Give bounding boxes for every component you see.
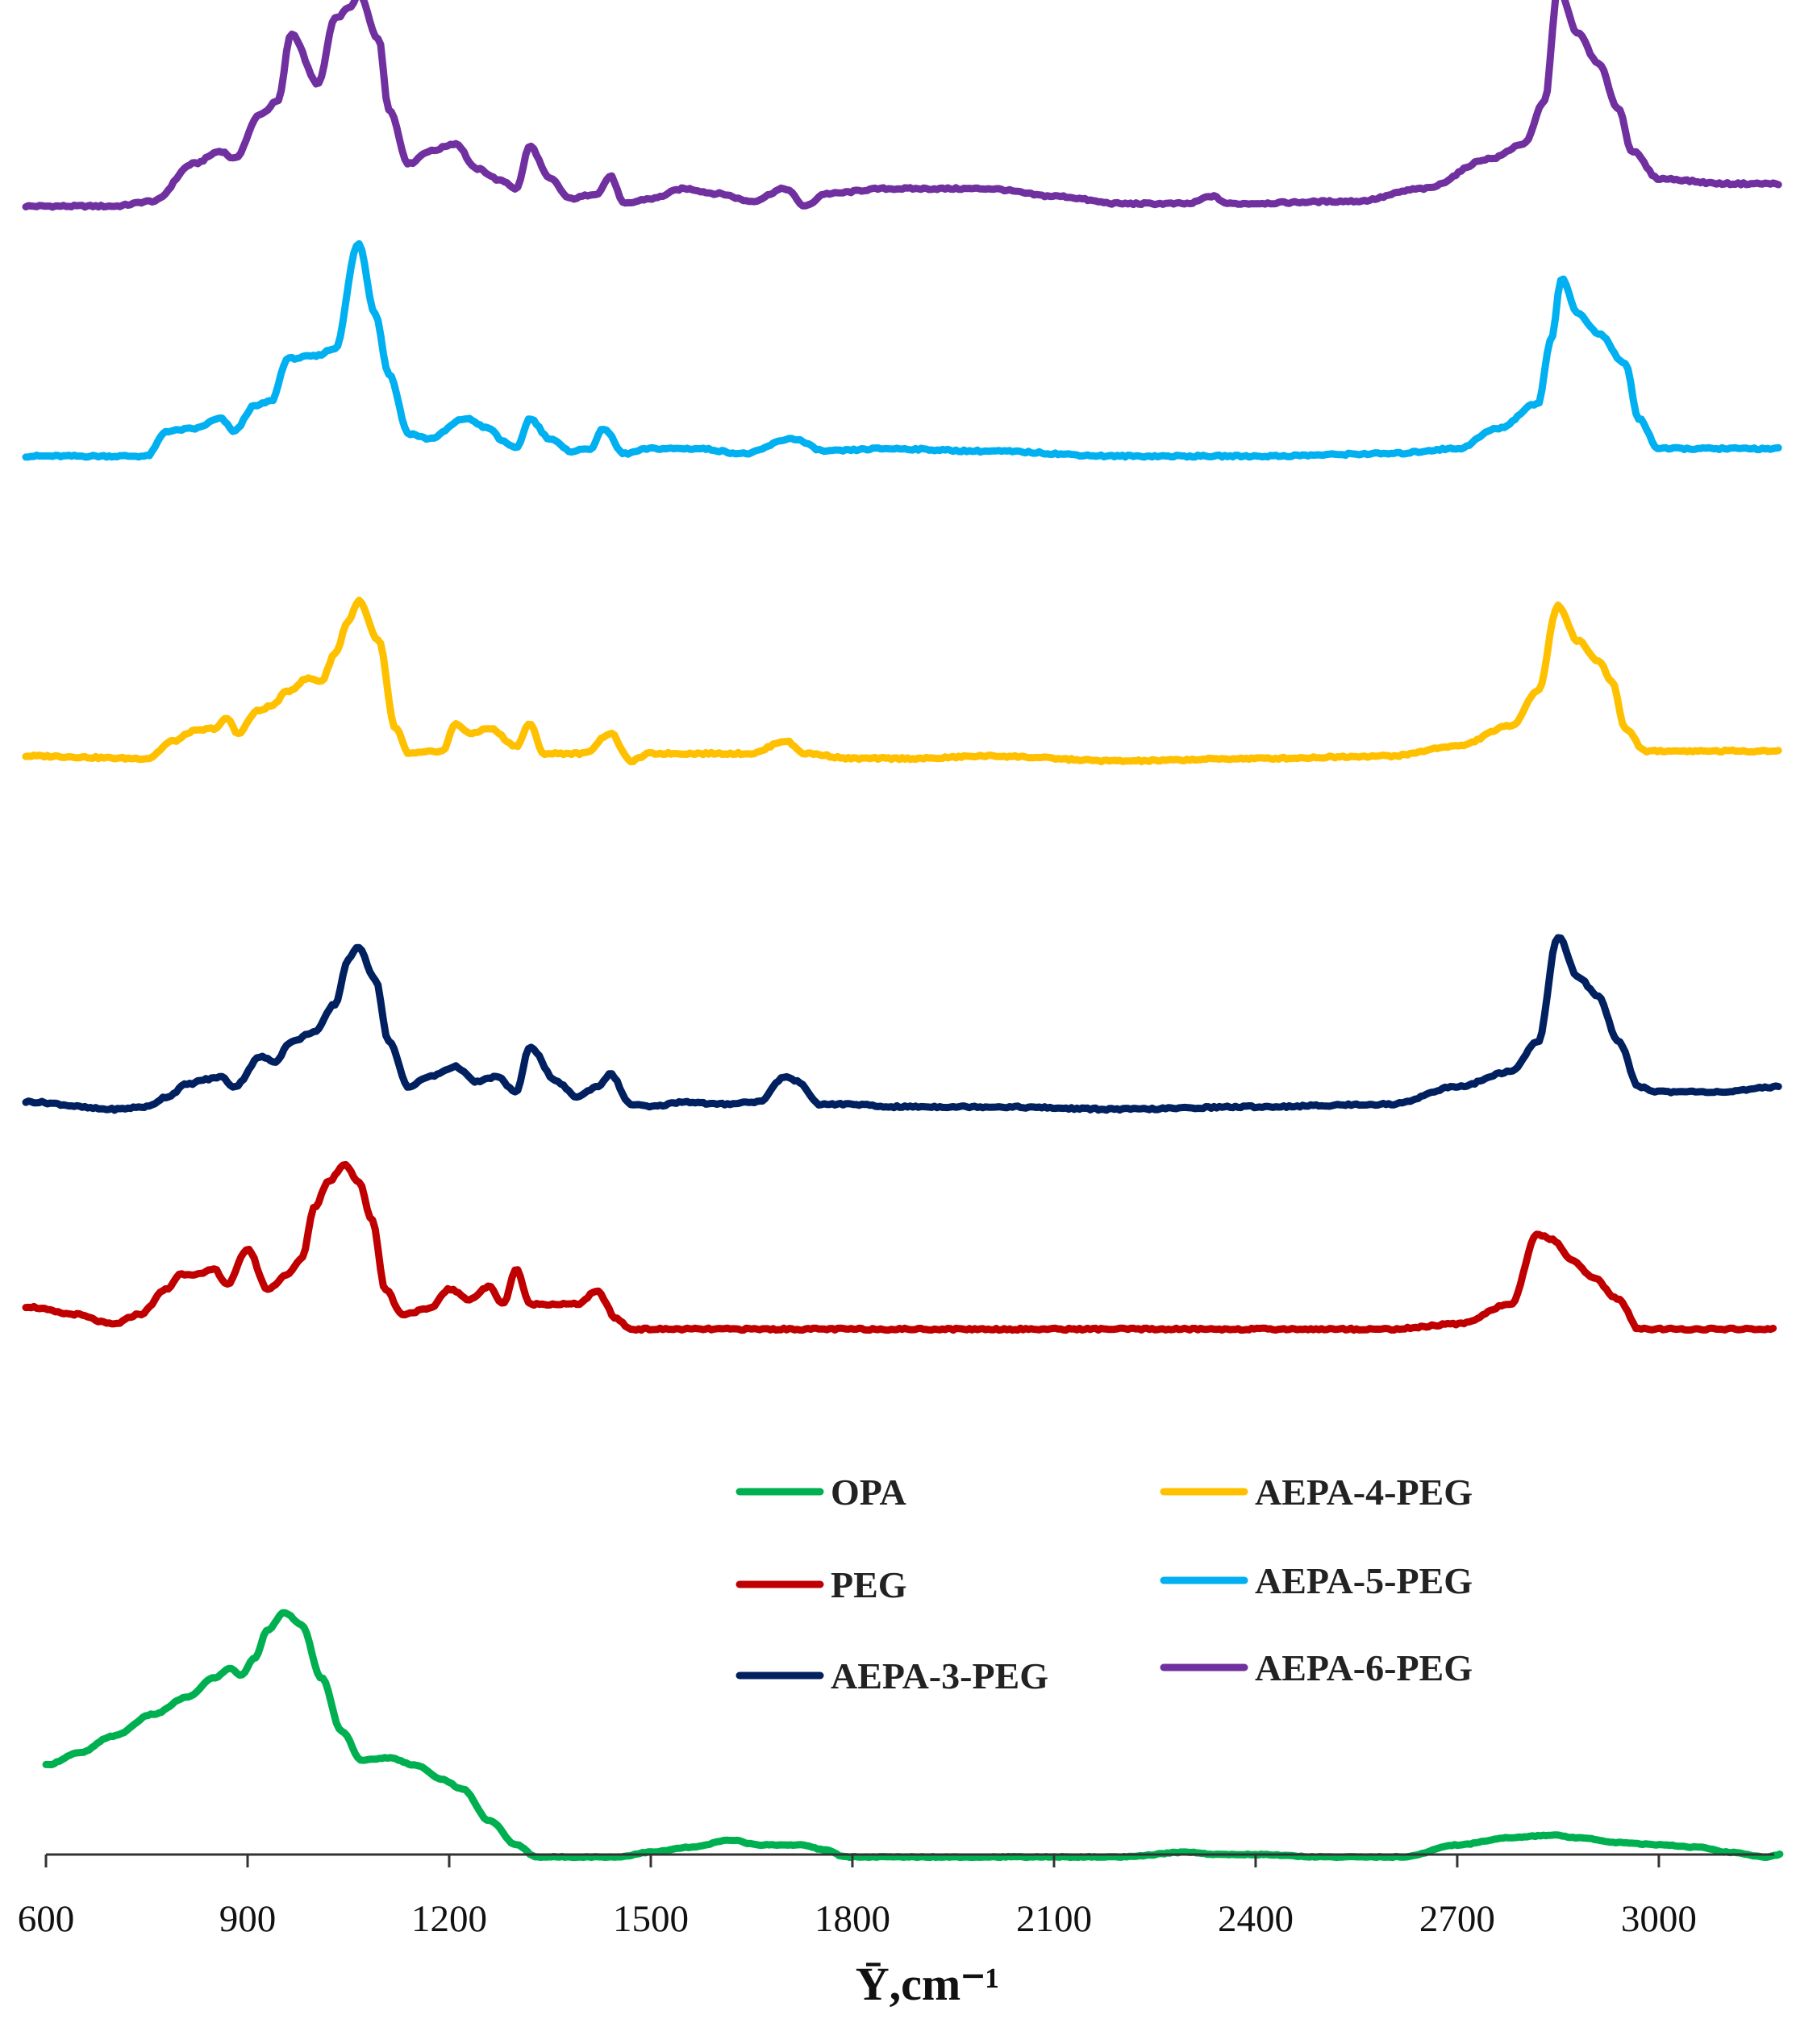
x-tick-label-1500: 1500: [613, 1898, 689, 1940]
series-line-aepa-5-peg: [22, 239, 1782, 461]
legend-label-opa: OPA: [831, 1472, 906, 1513]
legend-label-aepa-6-peg: AEPA-6-PEG: [1255, 1647, 1473, 1688]
series-line-aepa-4-peg: [22, 597, 1782, 766]
legend-label-peg: PEG: [831, 1564, 907, 1605]
legend-label-aepa-3-peg: AEPA-3-PEG: [831, 1655, 1048, 1696]
x-tick-label-3000: 3000: [1621, 1898, 1697, 1940]
x-tick-label-900: 900: [219, 1898, 277, 1940]
x-tick-label-2400: 2400: [1218, 1898, 1294, 1940]
legend-label-aepa-5-peg: AEPA-5-PEG: [1255, 1560, 1473, 1601]
series-line-opa: [42, 1609, 1784, 1862]
x-axis-title: Ȳ,cm⁻¹: [856, 1958, 999, 2010]
series-layer: [22, 0, 1784, 1862]
x-tick-label-1800: 1800: [815, 1898, 890, 1940]
x-tick-label-2700: 2700: [1419, 1898, 1495, 1940]
x-tick-label-2100: 2100: [1016, 1898, 1092, 1940]
series-line-peg: [22, 1160, 1777, 1334]
legend-label-aepa-4-peg: AEPA-4-PEG: [1255, 1472, 1473, 1513]
x-axis: 600 900 1200 1500 1800 2100 2400 2700 3000: [18, 1853, 1774, 1940]
series-line-aepa-3-peg: [22, 934, 1782, 1114]
x-tick-label-600: 600: [18, 1898, 75, 1940]
x-tick-label-1200: 1200: [411, 1898, 487, 1940]
series-line-aepa-6-peg: [22, 0, 1782, 211]
legend: OPA PEG AEPA-3-PEG AEPA-4-PEG AEPA-5-PEG AEPA…: [735, 1472, 1473, 1696]
